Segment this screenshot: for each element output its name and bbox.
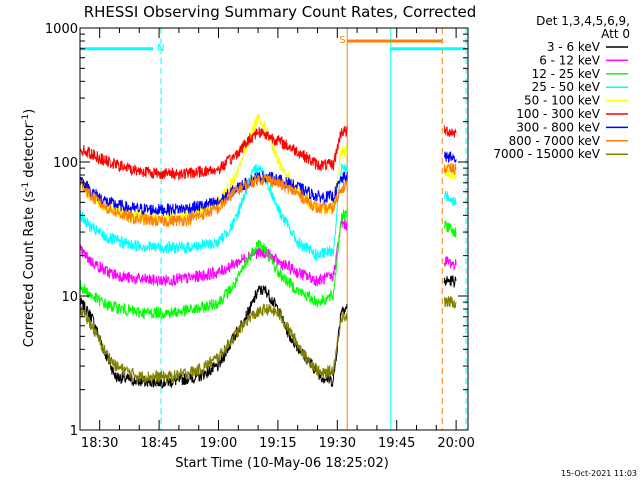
series-line: [79, 209, 348, 321]
x-tick-label: 19:30: [319, 436, 356, 451]
series-line: [443, 256, 457, 271]
y-tick-label: 1: [70, 424, 78, 439]
series-line: [79, 171, 348, 218]
series-line: [443, 275, 457, 289]
x-tick-label: 19:00: [200, 436, 237, 451]
legend-label: 25 - 50 keV: [532, 80, 601, 94]
legend-label: 800 - 7000 keV: [509, 134, 601, 148]
x-tick-label: 20:00: [437, 436, 474, 451]
legend-label: 100 - 300 keV: [516, 107, 600, 121]
y-axis-label-part: detector: [22, 122, 37, 182]
x-tick-label: 19:45: [378, 436, 415, 451]
legend-label: 12 - 25 keV: [532, 67, 601, 81]
series-line: [443, 151, 457, 164]
y-axis-label: Corrected Count Rate (s-1 detector-1): [21, 109, 37, 347]
axes: 1 10 100 1000 18:30 18:45 19:00 19:15 19:30 19:45…: [45, 22, 475, 451]
y-tick-label: 1000: [45, 22, 78, 37]
y-axis-label-part: ): [22, 109, 37, 114]
series-line: [443, 164, 457, 180]
series-lines: [79, 113, 457, 390]
legend-header-line: Det 1,3,4,5,6,9,: [536, 14, 630, 28]
x-tick-label: 18:45: [140, 436, 177, 451]
chart-title: RHESSI Observing Summary Count Rates, Co…: [84, 3, 477, 21]
legend-label: 3 - 6 keV: [547, 40, 601, 54]
series-line: [79, 163, 348, 261]
series-line: [79, 303, 348, 384]
legend-label: 6 - 12 keV: [539, 53, 601, 67]
observing-flags: NS: [80, 35, 467, 54]
legend-label: 300 - 800 keV: [516, 120, 600, 134]
series-line: [443, 125, 457, 139]
series-line: [443, 162, 457, 175]
y-axis-label-superscript: -1: [21, 182, 31, 191]
footer-timestamp: 15-Oct-2021 11:03: [561, 469, 637, 478]
legend-header-line: Att 0: [601, 27, 630, 41]
x-axis-label: Start Time (10-May-06 18:25:02): [175, 456, 389, 471]
x-tick-label: 18:30: [81, 436, 118, 451]
series-line: [443, 295, 457, 310]
series-line: [443, 191, 457, 207]
x-tick-label: 19:15: [259, 436, 296, 451]
series-line: [79, 173, 348, 227]
series-line: [443, 220, 457, 238]
flag-label: S: [339, 35, 345, 46]
legend-label: 50 - 100 keV: [524, 94, 601, 108]
vertical-marker-lines: [79, 28, 467, 430]
y-axis-label-part: Corrected Count Rate (s: [22, 191, 37, 348]
legend-label: 7000 - 15000 keV: [493, 147, 600, 161]
series-line: [79, 125, 348, 182]
y-axis-label-superscript: -1: [21, 114, 31, 123]
plot-frame: [79, 27, 469, 431]
flag-label: N: [157, 43, 164, 54]
y-tick-label: 100: [53, 156, 78, 171]
series-line: [79, 218, 348, 287]
y-tick-label: 10: [61, 290, 78, 305]
